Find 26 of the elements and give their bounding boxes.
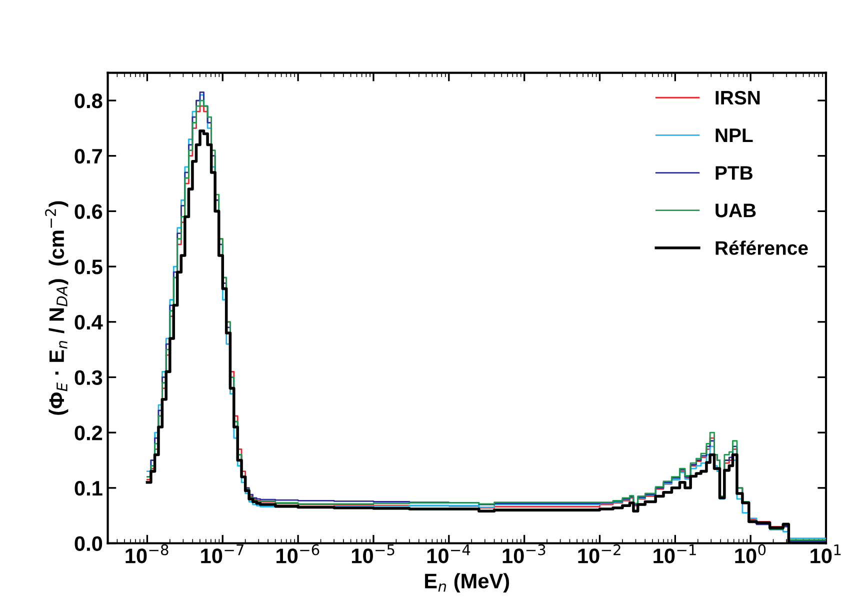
x-tick-label: 10$^{−4}$	[427, 544, 470, 564]
legend-label: Référence	[716, 240, 808, 255]
x-tick-label: 10$^{−5}$	[352, 544, 394, 564]
x-tick-label: 10$^{−2}$	[578, 544, 620, 564]
x-tick-label: 10$^{−8}$	[126, 544, 168, 564]
legend-label: IRSN	[716, 90, 760, 105]
legend-label: PTB	[716, 166, 752, 180]
y-tick-label: 0.5	[74, 260, 102, 274]
y-tick-label: 0.2	[74, 426, 102, 440]
text: (Φ$_{E}$ · E$_{n}$ / N$_{DA}$) (cm$^{−2}$)	[45, 201, 68, 415]
y-tick-label: 0.0	[74, 536, 102, 552]
x-tick-label: 10$^{−3}$	[502, 544, 546, 564]
y-tick-label: 0.6	[74, 204, 102, 219]
y-tick-label: 0.8	[74, 94, 102, 108]
x-tick-label: 10$^{−7}$	[201, 544, 244, 564]
legend-label: UAB	[716, 204, 756, 218]
y-tick-label: 0.3	[74, 370, 102, 386]
y-tick-label: 0.1	[74, 480, 102, 496]
x-axis-title: E$_{n}$ (MeV)	[425, 573, 510, 593]
y-tick-label: 0.4	[74, 314, 103, 330]
x-tick-label: 10$^{1}$	[810, 544, 841, 564]
y-tick-label: 0.7	[74, 148, 102, 164]
x-tick-label: 10$^{0}$	[735, 544, 766, 564]
x-tick-label: 10$^{−1}$	[654, 544, 696, 564]
x-tick-label: 10$^{−6}$	[276, 544, 320, 564]
legend-label: NPL	[716, 128, 753, 142]
